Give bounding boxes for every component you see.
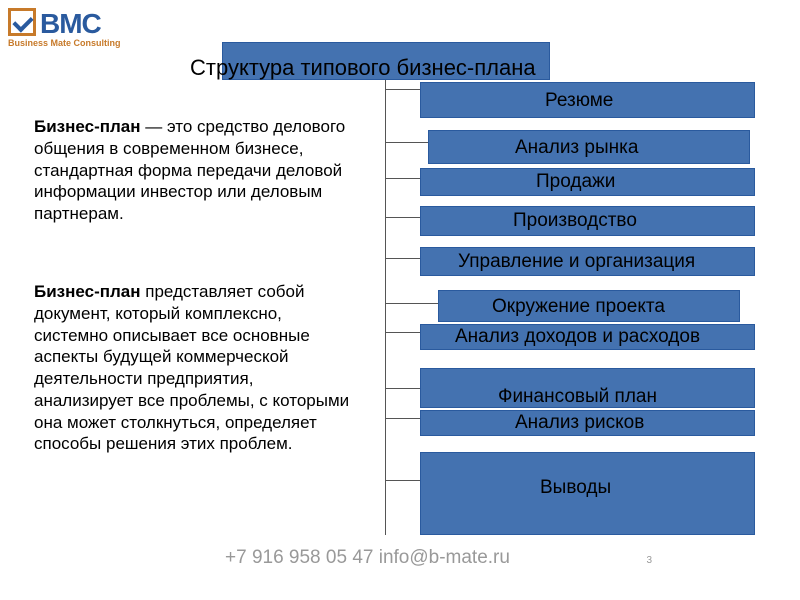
brand-tagline: Business Mate Consulting — [8, 38, 121, 48]
tree-connector — [385, 258, 420, 259]
tree-trunk — [385, 80, 386, 535]
tree-node-label: Анализ рынка — [515, 137, 638, 159]
tree-node-label: Выводы — [540, 477, 611, 499]
page-number: 3 — [646, 555, 652, 566]
check-icon — [8, 8, 36, 36]
structure-tree: Резюме Анализ рынка Продажи Производство Упр… — [365, 80, 785, 560]
tree-node-label: Окружение проекта — [492, 296, 665, 318]
tree-node-label: Анализ рисков — [515, 412, 644, 434]
tree-node-label: Производство — [513, 210, 637, 232]
para1-lead: Бизнес-план — [34, 117, 141, 136]
tree-connector — [385, 332, 420, 333]
tree-node-label: Управление и организация — [458, 251, 695, 273]
tree-connector — [385, 142, 428, 143]
tree-connector — [385, 480, 420, 481]
brand-logo: BMC Business Mate Consulting — [8, 8, 121, 48]
tree-connector — [385, 303, 438, 304]
tree-connector — [385, 217, 420, 218]
tree-connector — [385, 418, 420, 419]
tree-connector — [385, 89, 420, 90]
para2-lead: Бизнес-план — [34, 282, 141, 301]
tree-connector — [385, 178, 420, 179]
tree-node-label: Анализ доходов и расходов — [455, 326, 700, 348]
page-title: Структура типового бизнес-плана — [190, 55, 536, 81]
brand-name: BMC — [40, 8, 101, 40]
paragraph-2: Бизнес-план представляет собой документ,… — [34, 281, 356, 455]
tree-connector — [385, 388, 420, 389]
footer-contact: +7 916 958 05 47 info@b-mate.ru — [225, 547, 510, 569]
tree-node-label: Резюме — [545, 90, 613, 112]
tree-node-label: Финансовый план — [498, 386, 657, 408]
paragraph-1: Бизнес-план — это средство делового обще… — [34, 116, 356, 225]
para2-rest: представляет собой документ, который ком… — [34, 282, 349, 453]
tree-node-label: Продажи — [536, 171, 615, 193]
